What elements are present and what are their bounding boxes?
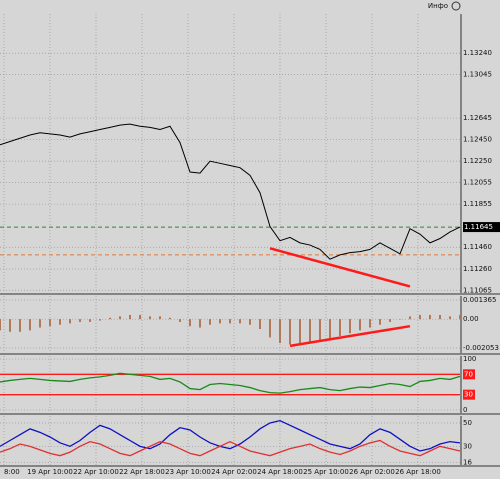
histogram-bar bbox=[109, 317, 111, 320]
histogram-bar bbox=[239, 319, 241, 324]
histogram-bar bbox=[199, 319, 201, 328]
trend-line bbox=[289, 324, 411, 348]
time-label: 24 Apr 02:00 bbox=[211, 468, 257, 476]
histogram-bar bbox=[49, 319, 51, 327]
histogram-bar bbox=[149, 316, 151, 320]
y-tick-label: 1.12450 bbox=[463, 135, 492, 143]
histogram-bar bbox=[359, 319, 361, 331]
histogram-bar bbox=[439, 314, 441, 320]
time-label: 22 Apr 10:00 bbox=[73, 468, 119, 476]
level-label: 30 bbox=[464, 391, 473, 399]
histogram-bar bbox=[189, 319, 191, 327]
histogram-bar bbox=[429, 314, 431, 320]
price-box bbox=[463, 222, 500, 233]
y-tick-label: 1.12250 bbox=[463, 157, 492, 165]
histogram-bar bbox=[279, 319, 281, 344]
histogram-bar bbox=[409, 316, 411, 320]
histogram-bar bbox=[329, 319, 331, 339]
time-label: 24 Apr 18:00 bbox=[257, 468, 303, 476]
series-line bbox=[0, 419, 461, 452]
histogram-bar bbox=[129, 314, 131, 320]
series-line bbox=[0, 439, 461, 457]
time-label: 22 Apr 18:00 bbox=[119, 468, 165, 476]
histogram-bar bbox=[159, 316, 161, 320]
histogram-bar bbox=[89, 319, 91, 322]
time-label: 26 Apr 02:00 bbox=[349, 468, 395, 476]
y-tick-label: 100 bbox=[463, 355, 476, 363]
histogram-bar bbox=[249, 319, 251, 325]
histogram-bar bbox=[339, 319, 341, 337]
info-icon[interactable] bbox=[451, 1, 461, 11]
histogram-bar bbox=[379, 319, 381, 325]
histogram-bar bbox=[449, 316, 451, 320]
histogram-bar bbox=[459, 314, 461, 320]
histogram-bar bbox=[389, 319, 391, 322]
y-tick-label: 0.00 bbox=[463, 315, 479, 323]
y-tick-label: 50 bbox=[463, 419, 472, 427]
histogram-bar bbox=[79, 319, 81, 322]
histogram-bar bbox=[39, 319, 41, 328]
histogram-bar bbox=[9, 319, 11, 332]
histogram-bar bbox=[309, 319, 311, 342]
info-label[interactable]: Инфо bbox=[428, 2, 448, 10]
histogram-bar bbox=[399, 319, 401, 320]
y-tick-label: 1.11065 bbox=[463, 286, 492, 294]
series-line bbox=[0, 372, 461, 394]
y-tick-label: 1.12645 bbox=[463, 114, 492, 122]
histogram-bar bbox=[179, 319, 181, 322]
y-tick-label: 1.12055 bbox=[463, 178, 492, 186]
histogram-bar bbox=[369, 319, 371, 328]
level-label: 70 bbox=[464, 370, 473, 378]
y-tick-label: 30 bbox=[463, 442, 472, 450]
time-label: 26 Apr 18:00 bbox=[395, 468, 441, 476]
histogram-bar bbox=[169, 317, 171, 320]
level-box bbox=[463, 389, 475, 400]
histogram-bar bbox=[229, 319, 231, 324]
time-label: 25 Apr 10:00 bbox=[303, 468, 349, 476]
y-tick-label: 1.13240 bbox=[463, 49, 492, 57]
y-tick-label: -0.002053 bbox=[463, 344, 499, 352]
histogram-bar bbox=[209, 319, 211, 325]
histogram-bar bbox=[19, 319, 21, 332]
price-label: 1.11645 bbox=[464, 223, 493, 231]
time-label: 23 Apr 10:00 bbox=[165, 468, 211, 476]
y-tick-label: 1.11855 bbox=[463, 200, 492, 208]
histogram-bar bbox=[259, 319, 261, 329]
time-label: 19 Apr 10:00 bbox=[27, 468, 73, 476]
histogram-bar bbox=[219, 319, 221, 324]
histogram-bar bbox=[289, 319, 291, 345]
y-tick-label: 0 bbox=[463, 406, 467, 414]
histogram-bar bbox=[319, 319, 321, 341]
y-tick-label: 16 bbox=[463, 459, 472, 467]
series-line bbox=[0, 123, 461, 260]
histogram-bar bbox=[59, 319, 61, 325]
histogram-bar bbox=[69, 319, 71, 324]
histogram-bar bbox=[349, 319, 351, 334]
histogram-bar bbox=[119, 316, 121, 320]
histogram-bar bbox=[139, 314, 141, 320]
y-tick-label: 1.11260 bbox=[463, 265, 492, 273]
histogram-bar bbox=[29, 319, 31, 331]
y-tick-label: 1.13045 bbox=[463, 70, 492, 78]
time-label: 8:00 bbox=[4, 468, 20, 476]
trend-line bbox=[269, 247, 411, 288]
level-box bbox=[463, 369, 475, 380]
histogram-bar bbox=[269, 319, 271, 338]
histogram-bar bbox=[299, 319, 301, 344]
histogram-bar bbox=[419, 314, 421, 320]
y-tick-label: 0.001365 bbox=[463, 296, 496, 304]
histogram-bar bbox=[0, 319, 1, 331]
y-tick-label: 1.11460 bbox=[463, 243, 492, 251]
histogram-bar bbox=[99, 319, 101, 321]
